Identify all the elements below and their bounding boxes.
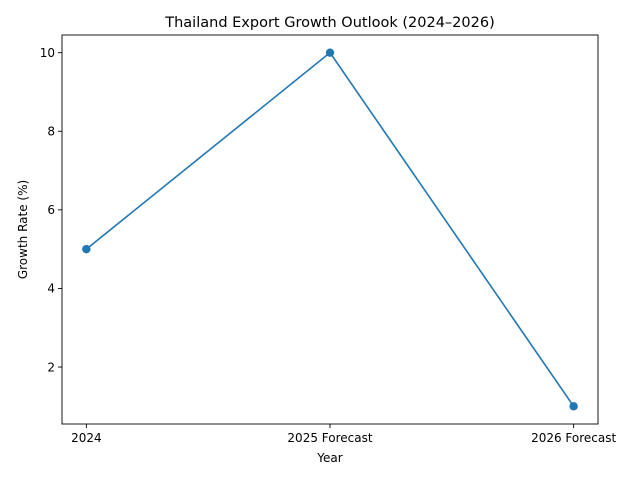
data-point (325, 48, 335, 57)
y-tick-label: 10 (40, 46, 55, 60)
x-tick-label: 2024 (71, 431, 102, 445)
x-tick-label: 2026 Forecast (531, 431, 616, 445)
chart-title: Thailand Export Growth Outlook (2024–202… (164, 15, 494, 31)
x-axis-ticks: 2024 2025 Forecast 2026 Forecast (71, 424, 616, 445)
plot-frame (61, 34, 599, 425)
y-tick-label: 2 (47, 360, 55, 374)
data-point (82, 244, 91, 254)
series-points (82, 48, 578, 411)
x-axis-label: Year (316, 451, 342, 465)
y-tick-label: 6 (47, 203, 55, 217)
y-axis-label: Growth Rate (%) (16, 180, 30, 279)
y-axis-ticks: 2 4 6 8 10 (40, 46, 62, 374)
plot-background (62, 35, 598, 424)
data-point (569, 402, 578, 411)
x-tick-label: 2025 Forecast (287, 431, 372, 445)
y-tick-label: 4 (47, 282, 55, 296)
y-tick-label: 8 (47, 125, 55, 139)
